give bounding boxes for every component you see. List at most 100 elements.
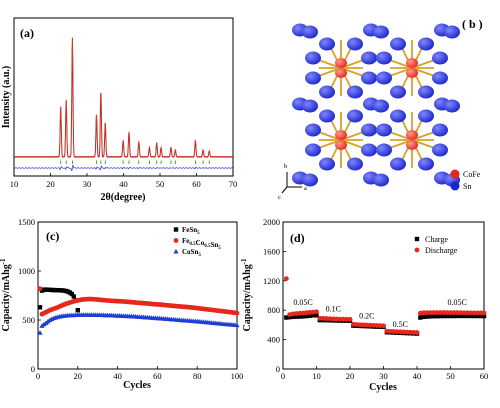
series-0-point (69, 291, 75, 297)
panel-c-legend-item: FeSn5 (173, 226, 200, 236)
panel-d-x-tick: 0 (281, 366, 285, 381)
sn-atom (432, 123, 448, 137)
panel-c-y-tick: 500 (22, 315, 41, 325)
rate-series-1-point (347, 316, 353, 322)
panel-a-x-tick-label: 40 (119, 179, 128, 189)
rate-series-0-point (307, 313, 312, 318)
panel-d-y-tick-label: 1200 (263, 276, 280, 286)
panel-c-x-tick: 60 (153, 366, 162, 381)
cofe-atom (335, 130, 347, 140)
cofe-atom (335, 58, 347, 68)
sn-atom (305, 71, 321, 85)
sn-atom (319, 157, 335, 171)
panel-a-x-tick: 60 (192, 173, 201, 189)
panel-d-x-title: Cycles (369, 382, 397, 393)
sn-atom (376, 51, 392, 65)
panel-c-x-tick-label: 80 (193, 371, 202, 381)
legend-sn-label: Sn (463, 182, 471, 191)
panel-d-tag: (d) (290, 231, 305, 245)
rate-series-0-point (428, 314, 433, 319)
observed-pattern-line (14, 37, 233, 158)
rate-series-1-point (444, 310, 450, 316)
panel-c-y-title-main: Capacity/mAhg (1, 264, 12, 331)
panel-d-x-tick: 40 (413, 366, 422, 381)
panel-c-x-tick-label: 40 (113, 371, 122, 381)
panel-a-frame (13, 17, 234, 177)
rate-series-0-point (304, 313, 309, 319)
panel-c-x-tick: 80 (193, 366, 202, 381)
panel-c-y-tick-label: 0 (31, 364, 35, 374)
panel-c-x-title: Cycles (123, 380, 151, 391)
panel-c-y-tick: 0 (31, 364, 41, 374)
panel-c-legend-item: CoSn5 (173, 248, 201, 258)
rate-series-1-point (464, 310, 470, 316)
sn-atom (319, 85, 335, 99)
unit-cluster (305, 37, 377, 99)
rate-series-0-point (431, 314, 436, 319)
crystal-axes-icon: b a c (278, 163, 307, 201)
panel-d-legend-marker (414, 247, 420, 253)
rate-series-0-point (434, 314, 440, 319)
panel-d-legend-marker (414, 236, 420, 242)
panel-d-y-title: Capacity/mAhg-1 (240, 258, 253, 332)
sn-atom (444, 25, 460, 39)
sn-atom (319, 37, 335, 51)
sn-atom (347, 157, 363, 171)
rate-series-1-point (471, 310, 477, 316)
rate-series-1-point (461, 310, 467, 316)
panel-d-x-tick: 50 (446, 366, 455, 381)
panel-c-x-tick-label: 0 (36, 371, 40, 381)
unit-cluster (376, 109, 448, 171)
rate-series-0-point (421, 314, 426, 320)
rate-series-0-point (284, 315, 289, 320)
rate-series-0-point (444, 313, 450, 319)
panel-d-rate-labels: 0.05C 0.1C 0.2C 0.5C 0.05C (293, 298, 466, 329)
panel-c-x-tick: 0 (36, 366, 40, 381)
rate-series-0-point (481, 313, 487, 319)
rate-series-0-point (461, 313, 467, 319)
panel-d-x-tick: 20 (346, 366, 354, 381)
panel-c-legend-marker (173, 227, 179, 232)
panel-c-x-tick: 20 (74, 366, 82, 381)
panel-d-x-tick-label: 0 (281, 371, 285, 381)
panel-c-x-tick-label: 60 (153, 371, 162, 381)
sn-atom (418, 85, 434, 99)
panel-c-legend-label: Fe0.5Co0.5Sn5 (182, 237, 221, 251)
legend-sn-swatch (450, 181, 460, 191)
sn-atom (302, 173, 318, 187)
sn-atom (302, 25, 318, 39)
sn-atom (347, 109, 363, 123)
series-0-point (37, 305, 43, 310)
panel-d-x-tick-label: 40 (413, 371, 422, 381)
panel-d-legend-label: Charge (425, 235, 448, 244)
rate-series-1-point (438, 310, 443, 315)
cofe-atom (406, 58, 418, 68)
panel-d-legend: Charge Discharge (414, 235, 458, 255)
rate-series-0-point (455, 313, 460, 319)
legend-cofe-swatch (450, 169, 460, 179)
sn-atom (361, 143, 377, 157)
panel-c-legend-item: Fe0.5Co0.5Sn5 (173, 237, 221, 251)
axis-a-label: a (304, 185, 307, 192)
rate-series-0-point (294, 314, 299, 319)
panel-a-x-tick: 30 (83, 173, 91, 189)
panel-c-tag: (c) (46, 229, 59, 243)
panel-d-x-tick-label: 50 (446, 371, 455, 381)
rate-series-1-point (454, 310, 460, 316)
series-1 (37, 286, 240, 317)
cofe-atom (406, 130, 418, 140)
rate-series-1-point (474, 310, 480, 316)
panel-d-legend-item: Discharge (414, 246, 458, 255)
panel-d-x-tick-label: 60 (480, 371, 489, 381)
panel-d-y-tick: 400 (267, 335, 286, 345)
rate-series-0-point (475, 313, 480, 319)
panel-d-legend-label: Discharge (425, 246, 458, 255)
series-1-point (37, 286, 43, 292)
panel-c-x-tick: 40 (113, 366, 122, 381)
rate-series-0-point (478, 313, 483, 319)
panel-a-x-tick-label: 10 (10, 179, 19, 189)
unit-cluster (305, 109, 377, 171)
rate-label: 0.05C (293, 298, 312, 307)
cofe-atom (406, 68, 418, 78)
